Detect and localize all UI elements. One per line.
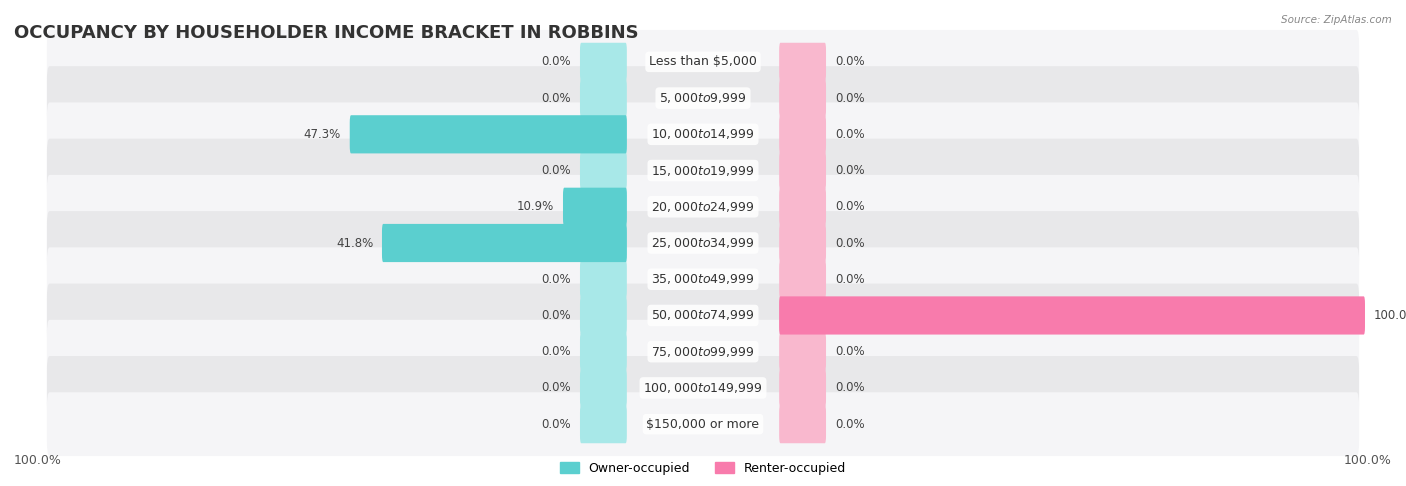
FancyBboxPatch shape [46,283,1360,347]
Text: 41.8%: 41.8% [336,237,373,249]
Text: 0.0%: 0.0% [835,164,865,177]
Text: 0.0%: 0.0% [541,382,571,395]
Text: 0.0%: 0.0% [835,55,865,69]
Text: $35,000 to $49,999: $35,000 to $49,999 [651,272,755,286]
FancyBboxPatch shape [581,224,627,262]
FancyBboxPatch shape [46,356,1360,420]
FancyBboxPatch shape [779,332,827,371]
Text: 0.0%: 0.0% [835,91,865,104]
Text: $20,000 to $24,999: $20,000 to $24,999 [651,200,755,214]
Text: $5,000 to $9,999: $5,000 to $9,999 [659,91,747,105]
FancyBboxPatch shape [779,224,827,262]
Text: 0.0%: 0.0% [835,200,865,213]
FancyBboxPatch shape [779,188,827,226]
Text: 0.0%: 0.0% [835,345,865,358]
FancyBboxPatch shape [779,260,827,298]
Text: 10.9%: 10.9% [517,200,554,213]
Text: 0.0%: 0.0% [541,309,571,322]
FancyBboxPatch shape [779,296,1365,334]
Text: $10,000 to $14,999: $10,000 to $14,999 [651,127,755,141]
FancyBboxPatch shape [46,66,1360,130]
Text: 100.0%: 100.0% [14,453,62,467]
Text: $75,000 to $99,999: $75,000 to $99,999 [651,345,755,359]
Text: 0.0%: 0.0% [835,273,865,286]
Text: $25,000 to $34,999: $25,000 to $34,999 [651,236,755,250]
FancyBboxPatch shape [46,211,1360,275]
Text: 100.0%: 100.0% [1344,453,1392,467]
FancyBboxPatch shape [779,152,827,190]
Text: 0.0%: 0.0% [541,91,571,104]
FancyBboxPatch shape [46,175,1360,239]
FancyBboxPatch shape [581,43,627,81]
FancyBboxPatch shape [46,30,1360,94]
FancyBboxPatch shape [581,260,627,298]
Text: $15,000 to $19,999: $15,000 to $19,999 [651,164,755,177]
Text: 0.0%: 0.0% [541,55,571,69]
Text: Source: ZipAtlas.com: Source: ZipAtlas.com [1281,15,1392,25]
Text: 0.0%: 0.0% [541,417,571,431]
FancyBboxPatch shape [382,224,627,262]
Text: $100,000 to $149,999: $100,000 to $149,999 [644,381,762,395]
FancyBboxPatch shape [581,296,627,334]
FancyBboxPatch shape [46,392,1360,456]
FancyBboxPatch shape [581,369,627,407]
Text: 47.3%: 47.3% [304,128,342,141]
FancyBboxPatch shape [779,296,827,334]
Text: 0.0%: 0.0% [835,417,865,431]
FancyBboxPatch shape [779,43,827,81]
Legend: Owner-occupied, Renter-occupied: Owner-occupied, Renter-occupied [555,457,851,480]
FancyBboxPatch shape [779,405,827,443]
Text: 0.0%: 0.0% [835,382,865,395]
Text: 100.0%: 100.0% [1374,309,1406,322]
FancyBboxPatch shape [46,320,1360,383]
FancyBboxPatch shape [779,369,827,407]
Text: 0.0%: 0.0% [541,164,571,177]
FancyBboxPatch shape [581,332,627,371]
FancyBboxPatch shape [581,79,627,117]
Text: 0.0%: 0.0% [541,273,571,286]
Text: OCCUPANCY BY HOUSEHOLDER INCOME BRACKET IN ROBBINS: OCCUPANCY BY HOUSEHOLDER INCOME BRACKET … [14,24,638,42]
FancyBboxPatch shape [581,152,627,190]
FancyBboxPatch shape [350,115,627,154]
Text: Less than $5,000: Less than $5,000 [650,55,756,69]
Text: 0.0%: 0.0% [541,345,571,358]
FancyBboxPatch shape [46,139,1360,203]
FancyBboxPatch shape [562,188,627,226]
FancyBboxPatch shape [46,247,1360,311]
FancyBboxPatch shape [581,115,627,154]
FancyBboxPatch shape [779,79,827,117]
FancyBboxPatch shape [46,103,1360,166]
Text: $150,000 or more: $150,000 or more [647,417,759,431]
Text: 0.0%: 0.0% [835,128,865,141]
Text: $50,000 to $74,999: $50,000 to $74,999 [651,309,755,322]
FancyBboxPatch shape [581,188,627,226]
FancyBboxPatch shape [779,115,827,154]
Text: 0.0%: 0.0% [835,237,865,249]
FancyBboxPatch shape [581,405,627,443]
